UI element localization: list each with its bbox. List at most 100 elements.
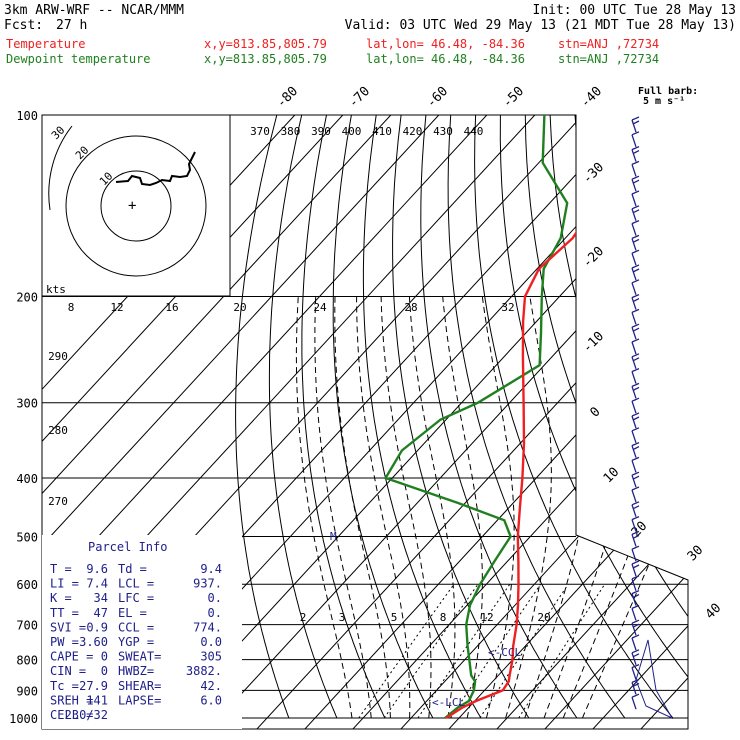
pressure-label-400: 400: [16, 472, 38, 486]
wind-barb-staff: [631, 178, 637, 192]
dry-adiabat-310: [420, 115, 578, 719]
wind-barb-flag: [631, 234, 640, 239]
parcel-row-9-col-3: 6.0: [200, 693, 222, 707]
dewpoint-latlon: lat,lon= 46.48, -84.36: [366, 52, 525, 66]
dewpoint-location: x,y=813.85,805.79: [204, 52, 327, 66]
dry-adiabat-320: [447, 115, 626, 719]
wind-barb-flag: [632, 179, 640, 184]
isotherm-label-20: 20: [629, 519, 651, 541]
wind-barb-flag: [632, 209, 640, 214]
wind-barb-flag: [631, 412, 640, 417]
wind-barb-column: [631, 116, 674, 720]
isotherm-label--80: -80: [274, 84, 301, 111]
dry-adiabat-430: [724, 115, 740, 718]
hodograph-units: kts: [46, 283, 66, 296]
temperature-station: stn=ANJ ,72734: [558, 37, 659, 51]
wind-barb-flag: [631, 131, 640, 136]
parcel-row-3-col-0: TT =: [50, 606, 79, 620]
wind-barb-flag: [631, 693, 640, 698]
parcel-info-rows: T = 9.6 Td = 9.4 LI = 7.4 LCL = 937. K = 34 LFC = 0…: [50, 562, 222, 722]
moist-adiabat-14: [442, 296, 483, 719]
barb-legend-title: Full barb:: [638, 86, 698, 97]
wind-barb-staff: [631, 445, 637, 458]
wind-barb-staff: [631, 652, 637, 666]
wind-barb-staff: [631, 593, 637, 606]
mixing-ratio-label-2: 2: [300, 611, 307, 624]
wind-barb-cluster: [635, 639, 674, 720]
theta-e-label-28: 28: [404, 301, 417, 314]
isotherm-label-10: 10: [601, 465, 623, 487]
wind-barb-flag: [631, 264, 640, 269]
wind-barb-flag: [631, 146, 640, 151]
wind-barb-flag: [631, 323, 640, 328]
wind-barb-flag: [631, 664, 640, 669]
mixing-ratio-label-8: 8: [440, 611, 447, 624]
forecast-label: Fcst:: [4, 18, 43, 33]
isotherm-20: [495, 115, 688, 729]
wind-barb-flag: [631, 279, 640, 284]
wind-barb-staff: [631, 282, 637, 296]
header: 3km ARW-WRF -- NCAR/MMM Init: 00 UTC Tue…: [4, 3, 736, 66]
isotherm--30: [255, 115, 688, 729]
wind-barb-staff: [631, 149, 637, 162]
wind-barb-flag: [632, 120, 640, 125]
wind-barb-staff: [631, 208, 637, 222]
hodograph-origin: +: [128, 198, 136, 214]
mixing-ratio-label-20: 20: [537, 611, 550, 624]
wind-barb-staff: [631, 489, 637, 503]
parcel-row-8-col-0: Tc =: [50, 679, 79, 693]
theta-label-430: 430: [433, 125, 453, 138]
isotherm-label--40: -40: [578, 84, 605, 111]
moist-adiabat-18: [481, 296, 515, 719]
pressure-label-100: 100: [16, 109, 38, 123]
parcel-row-5-col-2: YGP =: [118, 635, 154, 649]
dry-adiabat-270: [301, 115, 386, 719]
dry-adiabat-390: [624, 115, 688, 719]
isotherm-label--20: -20: [580, 244, 607, 271]
wind-barb-staff: [631, 341, 637, 355]
parcel-row-7-col-1: 0: [101, 664, 108, 678]
temperature-trace: [445, 230, 576, 720]
theta-label-420: 420: [403, 125, 423, 138]
temperature-latlon: lat,lon= 46.48, -84.36: [366, 37, 525, 51]
dry-adiabat-400: [649, 115, 688, 719]
parcel-row-1-col-0: LI =: [50, 577, 79, 591]
wind-barb-flag: [632, 534, 640, 539]
theta-label-270: 270: [48, 495, 68, 508]
pressure-label-1000: 1000: [9, 712, 38, 726]
ccl-marker: <-CCL: [488, 646, 521, 659]
parcel-row-1-col-3: 937.: [193, 577, 222, 591]
parcel-row-9-col-1: 141: [86, 693, 108, 707]
forecast-hours: 27 h: [56, 18, 87, 33]
wind-barb-staff: [631, 563, 637, 577]
parcel-row-0-col-0: T =: [50, 562, 72, 576]
isotherm--110: [42, 115, 440, 729]
theta-e-label-16: 16: [165, 301, 178, 314]
dry-adiabat-420: [699, 115, 740, 718]
wind-barb-flag: [631, 456, 640, 461]
wind-barb-staff: [631, 400, 637, 414]
hodograph-frame: [41, 114, 231, 297]
init-time: Init: 00 UTC Tue 28 May 13: [533, 3, 737, 18]
dry-adiabat-330: [474, 115, 674, 719]
moist-adiabat--10: [295, 296, 353, 719]
parcel-row-7-col-0: CIN =: [50, 664, 86, 678]
wind-barb-flag: [632, 386, 640, 391]
mixing-ratio-line-20: [518, 583, 606, 719]
wind-barb-flag: [631, 427, 640, 432]
wind-barb-staff: [631, 519, 637, 532]
dry-adiabat-250: [235, 115, 290, 719]
pressure-label-300: 300: [16, 397, 38, 411]
parcel-row-1-col-1: 7.4: [86, 577, 108, 591]
hodograph-ring-20: [65, 135, 207, 277]
isotherm-label-40: 40: [703, 601, 725, 623]
wind-barb-flag: [632, 268, 640, 273]
parcel-info-panel: Parcel Info T = 9.6 Td = 9.4 LI = 7.4 LCL = 937…: [42, 535, 242, 729]
valid-time: Valid: 03 UTC Wed 29 May 13 (21 MDT Tue …: [345, 18, 736, 33]
wind-barb-flag: [632, 505, 640, 510]
wind-barb-flag: [631, 294, 640, 299]
wind-barb-flag: [632, 564, 640, 569]
wind-barb-staff: [631, 474, 637, 488]
wind-barb-flag: [631, 175, 640, 180]
theta-label-290: 290: [48, 350, 68, 363]
